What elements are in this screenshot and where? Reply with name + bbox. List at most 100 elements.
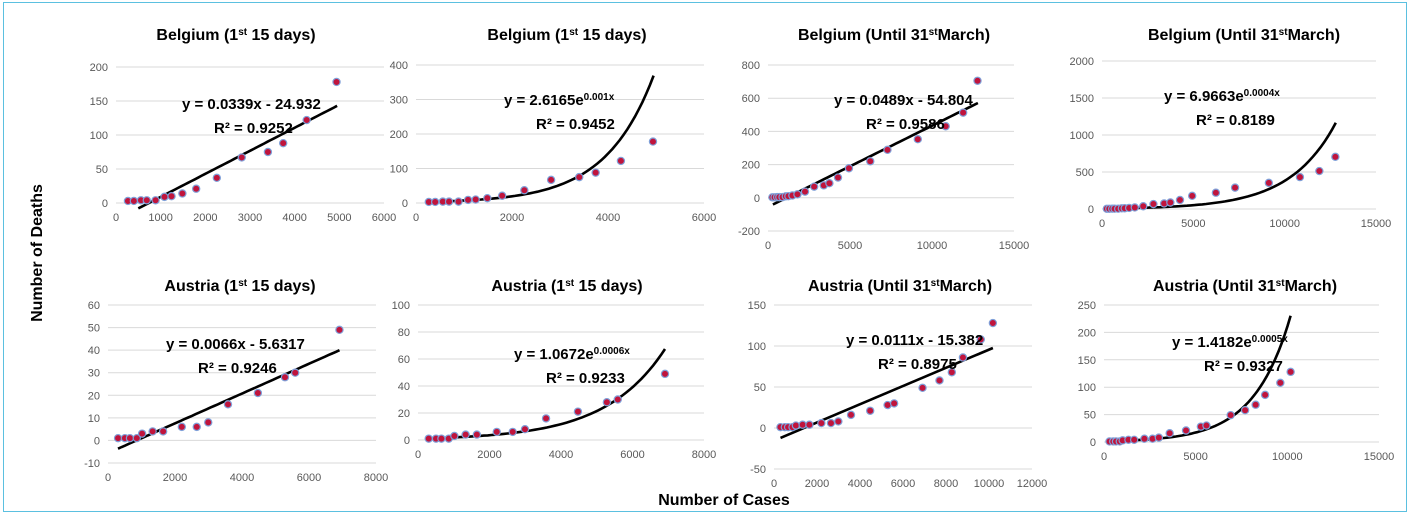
data-point <box>1130 203 1139 212</box>
data-point <box>191 184 201 193</box>
data-point <box>865 406 875 415</box>
y-tick-label: 0 <box>404 435 410 447</box>
y-tick-label: 80 <box>398 327 410 339</box>
y-tick-label: 0 <box>94 435 100 447</box>
y-tick-label: 1000 <box>1070 130 1094 142</box>
r-squared-label: R² = 0.9246 <box>198 360 277 377</box>
chart-panel-6: Austria (1st 15 days) 0 20 40 60 80 100 0 2000 40… <box>392 278 717 462</box>
chart-panel-5: Austria (1st 15 days) -10 0 10 20 30 40 50 60 0 20… <box>84 278 388 485</box>
data-point <box>573 407 583 416</box>
data-point <box>335 325 344 335</box>
data-point <box>302 115 311 125</box>
data-point <box>113 433 123 443</box>
chart-panel-8: Austria (Until 31stMarch) 0 50 100 150 200 250… <box>1078 278 1395 464</box>
panel-title: Austria (1st 15 days) <box>164 278 315 296</box>
trend-equation: y = 0.0111x - 15.382 <box>846 332 983 349</box>
data-point <box>918 383 927 393</box>
data-point <box>648 137 658 146</box>
data-point <box>431 197 440 207</box>
x-tick-label: 5000 <box>1181 218 1205 230</box>
data-point <box>616 156 626 166</box>
x-tick-label: 6000 <box>692 212 716 224</box>
data-point <box>805 420 814 429</box>
data-point <box>424 434 433 443</box>
data-point <box>866 157 875 166</box>
data-point <box>1331 152 1340 162</box>
data-point <box>1202 421 1211 430</box>
x-tick-label: 8000 <box>364 472 388 484</box>
r-squared-label: R² = 0.9252 <box>214 120 293 137</box>
data-point <box>793 190 802 199</box>
data-point <box>591 168 600 177</box>
data-point <box>278 138 288 148</box>
data-point <box>546 175 556 185</box>
x-tick-label: 2000 <box>163 472 187 484</box>
trendline <box>772 101 979 206</box>
x-tick-label: 4000 <box>282 212 306 224</box>
x-tick-label: 0 <box>1101 451 1107 463</box>
panel-title: Austria (1st 15 days) <box>491 278 642 296</box>
data-point <box>167 191 176 201</box>
r-squared-label: R² = 0.9233 <box>546 370 625 387</box>
data-point <box>1140 434 1149 443</box>
data-point <box>280 373 290 382</box>
trend-equation: y = 1.4182e0.0005x <box>1172 334 1288 352</box>
x-tick-label: 0 <box>771 478 777 490</box>
data-point <box>817 418 826 428</box>
x-tick-label: 6000 <box>891 478 915 490</box>
data-point <box>889 399 899 408</box>
y-tick-label: 50 <box>88 323 100 335</box>
data-point <box>471 195 480 204</box>
y-tick-label: 500 <box>1076 167 1094 179</box>
data-point <box>958 108 968 117</box>
data-point <box>290 368 300 377</box>
data-point <box>520 425 530 434</box>
data-point <box>263 147 273 157</box>
y-tick-label: 150 <box>90 96 108 108</box>
data-point <box>834 417 843 426</box>
x-tick-label: 2000 <box>193 212 217 224</box>
data-point <box>158 427 168 436</box>
data-point <box>332 77 341 87</box>
data-point <box>1240 406 1250 415</box>
x-tick-label: 0 <box>1099 218 1105 230</box>
data-point <box>602 398 612 407</box>
data-point <box>1276 378 1285 388</box>
trend-equation: y = 2.6165e0.001x <box>504 92 615 110</box>
data-point <box>1181 426 1191 435</box>
y-tick-label: 800 <box>742 60 760 72</box>
data-point <box>947 368 957 377</box>
data-point <box>142 196 151 205</box>
y-tick-label: 0 <box>102 198 108 210</box>
x-tick-label: 2000 <box>477 449 501 461</box>
x-tick-label: 15000 <box>1364 451 1395 463</box>
y-tick-label: 150 <box>1078 355 1096 367</box>
data-point <box>520 186 529 195</box>
x-tick-label: 10000 <box>917 240 948 252</box>
x-tick-label: 5000 <box>838 240 862 252</box>
data-point <box>660 369 670 379</box>
chart-panel-4: Belgium (Until 31stMarch) 0 500 1000 1500 200… <box>1070 27 1392 231</box>
data-point <box>844 164 854 173</box>
y-tick-label: 250 <box>1078 300 1096 312</box>
data-point <box>798 420 807 429</box>
x-tick-label: 5000 <box>1183 451 1207 463</box>
data-point <box>541 414 551 423</box>
data-point <box>444 197 454 206</box>
x-tick-label: 6000 <box>372 212 396 224</box>
x-tick-label: 3000 <box>238 212 262 224</box>
x-tick-label: 10000 <box>1272 451 1303 463</box>
data-point <box>1315 166 1324 176</box>
y-tick-label: 20 <box>398 408 410 420</box>
r-squared-label: R² = 0.9586 <box>866 116 945 133</box>
data-point <box>463 195 473 205</box>
data-point <box>1211 188 1221 197</box>
y-tick-label: 100 <box>748 341 766 353</box>
data-point <box>204 418 213 427</box>
data-point <box>223 400 233 409</box>
data-point <box>125 433 135 443</box>
x-tick-label: 2000 <box>805 478 829 490</box>
